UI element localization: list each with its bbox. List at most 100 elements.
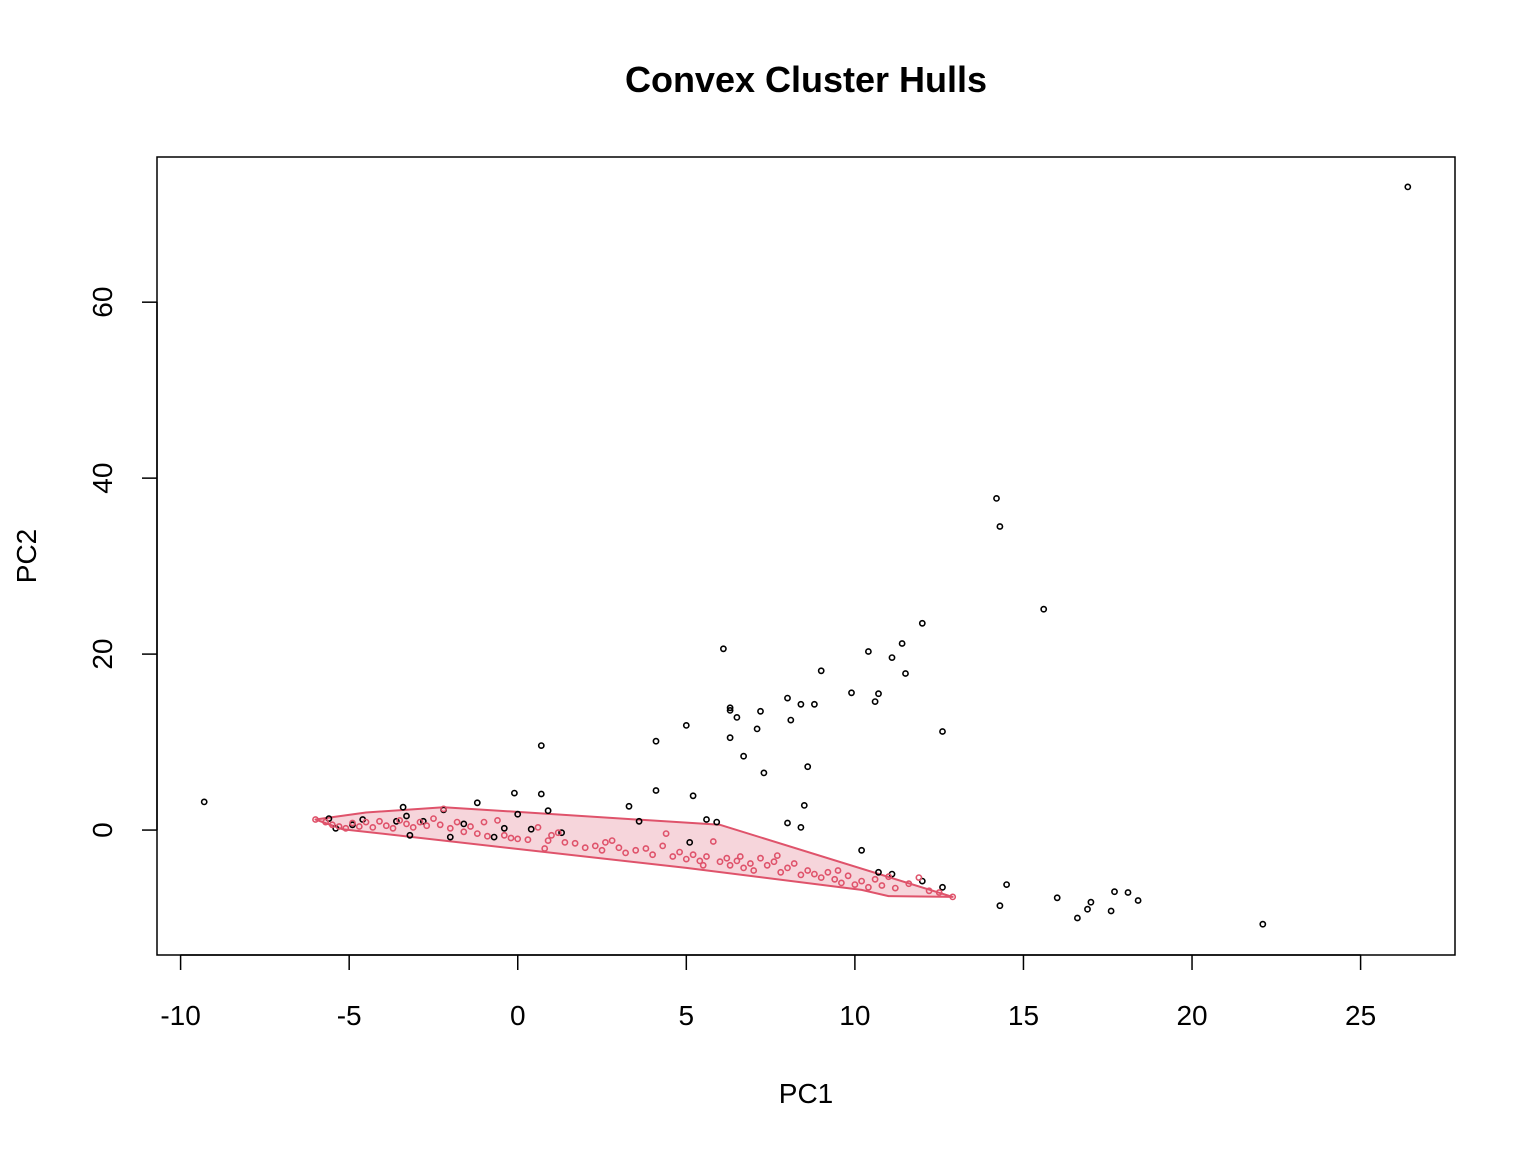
data-point <box>713 818 721 826</box>
data-point <box>581 844 589 852</box>
data-point <box>558 829 565 837</box>
data-point <box>996 523 1004 530</box>
y-tick-label: 0 <box>87 822 118 838</box>
data-point <box>878 882 886 889</box>
data-point <box>591 842 599 850</box>
data-point <box>831 875 839 883</box>
x-axis: -10 -5 0 5 10 15 20 25 <box>160 954 1376 1031</box>
data-point <box>534 824 542 831</box>
data-point <box>858 877 865 885</box>
data-point <box>1053 894 1061 902</box>
data-point <box>733 857 741 865</box>
data-point <box>446 833 454 841</box>
data-point <box>322 818 329 826</box>
data-point <box>335 823 343 830</box>
data-point <box>918 877 926 885</box>
data-point <box>1087 898 1095 906</box>
data-point <box>1259 920 1267 928</box>
data-point <box>561 839 569 846</box>
data-point <box>784 819 791 827</box>
data-point <box>527 825 535 833</box>
data-point <box>902 670 909 677</box>
data-point <box>875 690 882 698</box>
data-point <box>720 645 727 653</box>
data-point <box>939 728 946 735</box>
data-point <box>625 802 633 810</box>
data-point <box>642 845 650 852</box>
data-point <box>362 818 370 826</box>
x-tick-label: -5 <box>337 1000 362 1031</box>
data-point <box>865 883 872 891</box>
x-tick-label: 20 <box>1176 1000 1207 1031</box>
data-point <box>689 792 697 800</box>
data-point <box>682 722 690 729</box>
data-point <box>403 820 410 828</box>
data-point <box>949 893 957 901</box>
y-axis: 0 20 40 60 <box>87 287 158 838</box>
data-point <box>726 861 734 869</box>
data-point <box>925 887 933 895</box>
y-axis-label: PC2 <box>11 529 42 583</box>
y-tick-label: 40 <box>87 463 118 494</box>
data-point <box>406 831 414 839</box>
data-point <box>993 494 1000 502</box>
data-point <box>541 845 549 852</box>
data-point <box>669 853 677 860</box>
data-point <box>915 874 923 881</box>
data-point <box>726 704 734 712</box>
data-point <box>1074 914 1081 922</box>
data-point <box>838 879 845 887</box>
data-point <box>747 860 754 867</box>
data-point <box>891 884 899 892</box>
data-point <box>770 858 778 866</box>
data-point <box>750 867 758 874</box>
x-tick-label: 25 <box>1345 1000 1376 1031</box>
data-point <box>1404 183 1412 191</box>
data-point <box>811 700 818 708</box>
data-point <box>898 640 906 647</box>
data-point <box>537 790 545 798</box>
data-point <box>312 816 319 823</box>
data-point <box>652 787 660 794</box>
data-point <box>699 861 707 869</box>
data-point <box>514 835 522 843</box>
data-point <box>598 846 606 854</box>
x-tick-label: 10 <box>839 1000 870 1031</box>
data-point <box>888 654 896 661</box>
data-point <box>500 824 508 832</box>
series-2 <box>312 805 957 901</box>
data-point <box>494 817 501 824</box>
data-point <box>865 648 872 655</box>
chart-title: Convex Cluster Hulls <box>625 59 987 100</box>
data-point <box>740 864 747 872</box>
data-point <box>430 815 437 822</box>
data-point <box>824 868 832 876</box>
data-point <box>844 872 852 880</box>
data-point <box>733 714 741 721</box>
data-point <box>760 769 768 777</box>
data-point <box>548 831 555 839</box>
data-point <box>757 707 764 715</box>
data-point <box>325 815 333 822</box>
data-point <box>554 829 562 837</box>
data-point <box>757 854 764 862</box>
data-point <box>382 822 390 830</box>
data-point <box>800 802 808 809</box>
data-point <box>453 818 461 826</box>
data-point <box>423 822 431 830</box>
points-layer <box>200 183 1412 928</box>
data-point <box>811 870 818 878</box>
data-point <box>399 803 407 811</box>
data-point <box>676 848 683 856</box>
data-point <box>996 902 1004 910</box>
data-point <box>632 846 640 854</box>
data-point <box>773 852 781 859</box>
data-point <box>784 694 791 702</box>
data-point <box>392 817 400 825</box>
data-point <box>875 868 882 876</box>
data-point <box>1124 889 1132 896</box>
y-tick-label: 20 <box>87 639 118 670</box>
data-point <box>1107 907 1115 915</box>
data-point <box>723 854 731 862</box>
data-point <box>939 883 946 891</box>
